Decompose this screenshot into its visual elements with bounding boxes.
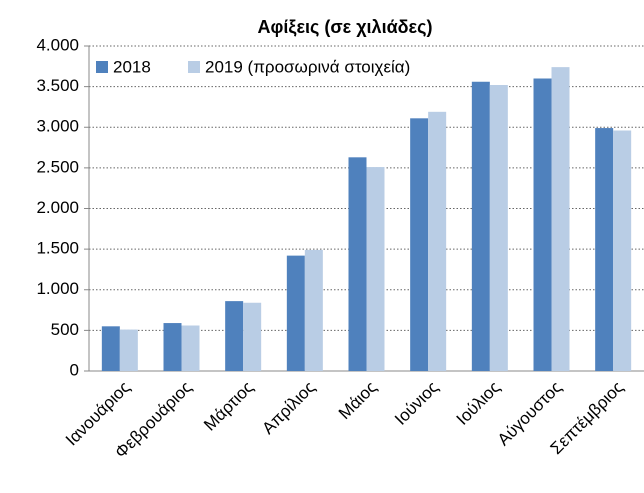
- legend-label: 2019 (προσωρινά στοιχεία): [205, 57, 410, 76]
- bar: [551, 67, 570, 371]
- chart-title: Αφίξεις (σε χιλιάδες): [258, 17, 433, 38]
- bar: [489, 85, 508, 371]
- legend-swatch: [188, 61, 200, 73]
- y-tick-label: 0: [70, 360, 79, 379]
- bar: [163, 323, 182, 371]
- bar: [304, 249, 323, 371]
- y-tick-label: 3.500: [36, 76, 79, 95]
- legend-label: 2018: [113, 57, 151, 76]
- y-tick-label: 500: [51, 320, 79, 339]
- bar: [348, 157, 367, 371]
- y-tick-label: 3.000: [36, 117, 79, 136]
- y-tick-label: 2.500: [36, 157, 79, 176]
- bar: [243, 302, 262, 371]
- x-tick-label: Ιούλιος: [453, 378, 504, 429]
- bar: [101, 326, 120, 371]
- bar: [119, 329, 138, 371]
- x-tick-label: Μάιος: [335, 378, 381, 424]
- bar: [428, 111, 447, 371]
- bar: [613, 130, 632, 371]
- y-tick-label: 2.000: [36, 198, 79, 217]
- x-tick-label: Απρίλιος: [258, 378, 318, 438]
- bar: [286, 255, 305, 371]
- bar: [533, 78, 552, 371]
- y-tick-label: 4.000: [36, 35, 79, 54]
- y-tick-label: 1.500: [36, 239, 79, 258]
- bar: [410, 118, 429, 371]
- bar: [471, 81, 490, 371]
- bar: [366, 167, 385, 371]
- y-tick-label: 1.000: [36, 279, 79, 298]
- legend-swatch: [96, 61, 108, 73]
- x-tick-label: Ιούνιος: [391, 378, 442, 429]
- bar: [181, 325, 200, 371]
- x-tick-label: Μάρτιος: [200, 378, 257, 435]
- bar: [595, 128, 614, 371]
- bar: [225, 301, 244, 371]
